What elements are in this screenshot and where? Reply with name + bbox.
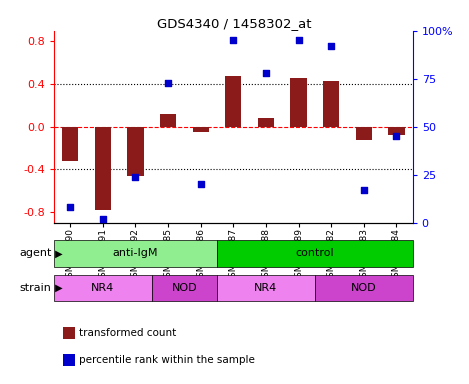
Text: GDS4340 / 1458302_at: GDS4340 / 1458302_at	[157, 17, 312, 30]
Bar	[258, 118, 274, 127]
Bar	[217, 275, 315, 301]
Text: ▶: ▶	[52, 248, 62, 258]
Bar	[388, 127, 405, 135]
Text: NR4: NR4	[91, 283, 114, 293]
Text: strain: strain	[20, 283, 52, 293]
Point	[164, 79, 172, 86]
Bar	[152, 275, 217, 301]
Point	[197, 181, 204, 187]
Bar	[160, 114, 176, 127]
Point	[132, 174, 139, 180]
Bar	[323, 81, 340, 127]
Point	[360, 187, 368, 193]
Bar	[95, 127, 111, 210]
Point	[327, 43, 335, 49]
Text: NOD: NOD	[351, 283, 377, 293]
Text: control: control	[295, 248, 334, 258]
Text: NR4: NR4	[254, 283, 278, 293]
Bar	[290, 78, 307, 127]
Bar	[127, 127, 144, 176]
Bar	[54, 240, 217, 267]
Bar	[62, 127, 78, 161]
Bar	[225, 76, 242, 127]
Bar	[54, 275, 152, 301]
Point	[99, 216, 106, 222]
Text: ▶: ▶	[52, 283, 62, 293]
Point	[295, 37, 303, 43]
Bar	[356, 127, 372, 139]
Text: transformed count: transformed count	[79, 328, 176, 338]
Text: anti-IgM: anti-IgM	[113, 248, 158, 258]
Point	[393, 133, 400, 139]
Point	[67, 204, 74, 210]
Text: NOD: NOD	[172, 283, 197, 293]
Point	[229, 37, 237, 43]
Text: percentile rank within the sample: percentile rank within the sample	[79, 355, 255, 365]
Bar	[217, 240, 413, 267]
Bar	[193, 127, 209, 132]
Text: agent: agent	[19, 248, 52, 258]
Point	[262, 70, 270, 76]
Bar	[315, 275, 413, 301]
